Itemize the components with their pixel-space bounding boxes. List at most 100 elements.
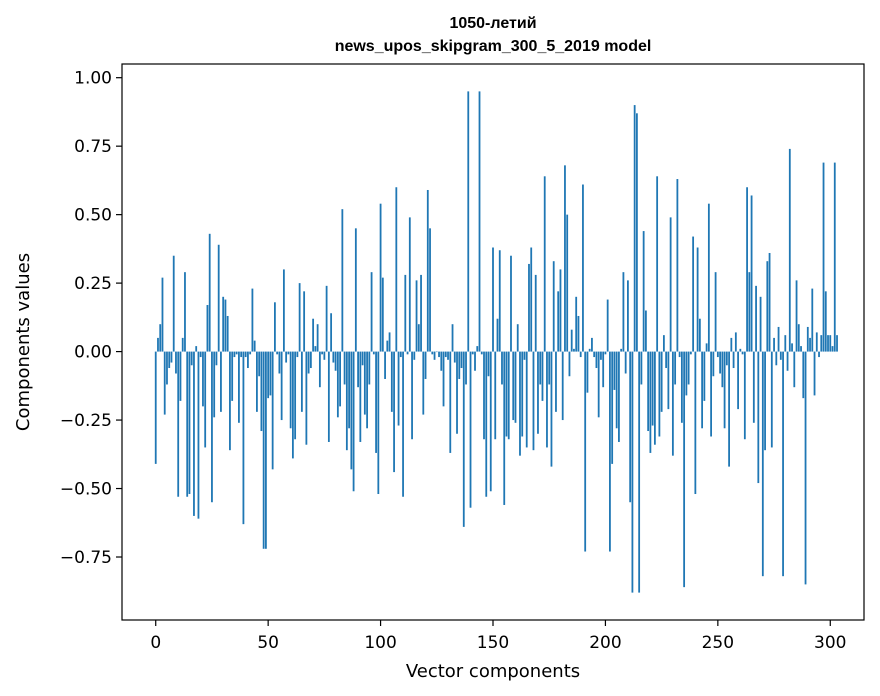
bar-175 xyxy=(548,351,551,385)
bar-33 xyxy=(229,351,231,451)
bar-73 xyxy=(318,351,321,388)
bar-112 xyxy=(406,351,409,355)
bar-273 xyxy=(768,252,771,352)
bar-86 xyxy=(348,351,350,429)
bar-166 xyxy=(528,263,530,352)
x-tick-label-4: 200 xyxy=(589,633,621,653)
bar-244 xyxy=(703,351,706,401)
y-axis-ticks: 1.00 0.75 0.50 0.25 0.00 −0.25 −0.50 −0.75 xyxy=(60,69,122,568)
bar-147 xyxy=(485,351,488,497)
bar-26 xyxy=(213,351,216,418)
bar-249 xyxy=(714,272,717,352)
bar-14 xyxy=(186,351,189,497)
bar-71 xyxy=(314,346,317,352)
bar-203 xyxy=(611,351,614,464)
bar-285 xyxy=(795,280,798,352)
y-tick-label-7: −0.75 xyxy=(60,548,112,568)
bar-21 xyxy=(202,351,204,407)
bar-165 xyxy=(525,351,528,448)
bar-104 xyxy=(388,332,391,352)
y-tick-label-5: −0.25 xyxy=(60,411,112,431)
bar-154 xyxy=(501,351,503,385)
bar-181 xyxy=(561,351,564,421)
bar-122 xyxy=(429,228,431,352)
bar-216 xyxy=(640,351,643,385)
bar-131 xyxy=(449,351,452,453)
bar-211 xyxy=(629,351,632,503)
bar-196 xyxy=(595,351,598,369)
bar-300 xyxy=(829,335,832,352)
bar-5 xyxy=(166,351,168,385)
bar-183 xyxy=(566,214,569,352)
bar-59 xyxy=(287,351,290,355)
bar-208 xyxy=(622,272,625,352)
bar-2 xyxy=(159,324,162,352)
bar-8 xyxy=(172,255,175,352)
bar-173 xyxy=(543,176,546,352)
bar-274 xyxy=(770,351,773,448)
bar-201 xyxy=(606,299,609,352)
bar-202 xyxy=(609,351,611,552)
bar-265 xyxy=(750,195,753,352)
bar-41 xyxy=(247,351,249,369)
x-tick-label-6: 300 xyxy=(814,633,846,653)
bar-92 xyxy=(361,351,364,366)
bar-179 xyxy=(557,291,560,352)
bar-123 xyxy=(431,351,434,355)
bar-70 xyxy=(312,318,315,352)
bar-209 xyxy=(624,351,627,374)
chart-title-line-2: news_upos_skipgram_300_5_2019 model xyxy=(335,38,652,55)
x-axis-ticks: 0 50 100 150 200 250 300 xyxy=(150,620,846,653)
bar-118 xyxy=(420,274,422,352)
bar-90 xyxy=(357,351,359,388)
bar-117 xyxy=(417,324,420,352)
bar-198 xyxy=(600,351,602,360)
bar-239 xyxy=(692,236,695,352)
bar-238 xyxy=(689,351,692,355)
bar-228 xyxy=(667,351,670,410)
bar-134 xyxy=(456,351,458,434)
bar-225 xyxy=(660,351,663,412)
bar-180 xyxy=(559,269,562,352)
bar-94 xyxy=(366,351,368,429)
bar-10 xyxy=(177,351,180,497)
bar-170 xyxy=(537,351,539,434)
bar-161 xyxy=(516,324,519,352)
bar-23 xyxy=(206,305,209,352)
bar-43 xyxy=(251,288,254,352)
bar-234 xyxy=(680,351,683,423)
bar-19 xyxy=(197,351,200,519)
bar-235 xyxy=(683,351,686,588)
bar-276 xyxy=(775,351,778,366)
bar-24 xyxy=(208,233,211,352)
bar-93 xyxy=(363,351,366,415)
bar-290 xyxy=(806,326,809,352)
bar-192 xyxy=(586,351,589,393)
bar-67 xyxy=(305,351,308,445)
bar-282 xyxy=(788,148,791,352)
bar-275 xyxy=(773,337,775,352)
bar-69 xyxy=(309,351,312,369)
bar-199 xyxy=(602,351,605,388)
bar-227 xyxy=(665,351,668,369)
bar-230 xyxy=(671,351,674,456)
bar-159 xyxy=(512,351,515,421)
bar-252 xyxy=(721,351,724,388)
bar-176 xyxy=(550,351,553,467)
bar-232 xyxy=(676,179,679,352)
bar-77 xyxy=(327,351,330,442)
bar-47 xyxy=(260,351,263,432)
bar-63 xyxy=(296,351,299,358)
y-tick-label-0: 1.00 xyxy=(74,69,112,89)
bar-178 xyxy=(555,351,557,412)
y-tick-label-3: 0.25 xyxy=(74,274,112,294)
bar-56 xyxy=(280,351,283,421)
bar-140 xyxy=(469,351,472,508)
bar-130 xyxy=(447,351,449,360)
bar-258 xyxy=(734,332,737,352)
bar-200 xyxy=(604,351,607,355)
bar-150 xyxy=(492,247,494,352)
bar-30 xyxy=(222,296,225,352)
bar-277 xyxy=(777,326,780,352)
bar-152 xyxy=(496,318,499,352)
